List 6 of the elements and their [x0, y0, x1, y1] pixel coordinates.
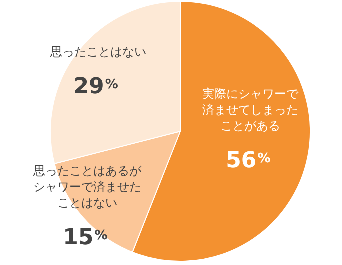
slice-label: 実際にシャワーで済ませてしまったことがある: [202, 86, 300, 133]
data-label: 29%: [74, 74, 118, 100]
slice-label: 思ったことはあるがシャワーで済ませたことはない: [32, 164, 143, 210]
slice-label: 思ったことはない: [49, 44, 146, 59]
data-label: 15%: [63, 225, 108, 250]
data-label: 56%: [226, 148, 271, 174]
